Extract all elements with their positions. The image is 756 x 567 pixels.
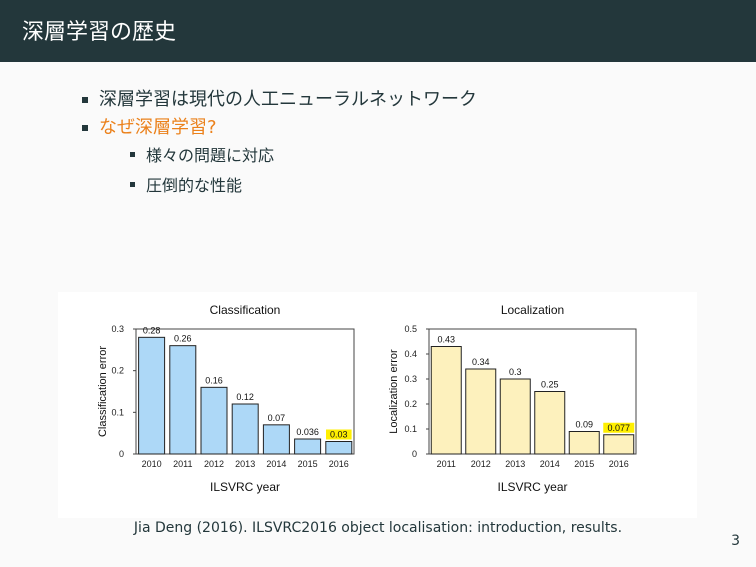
page-number: 3 <box>731 533 740 549</box>
bullet-marker <box>82 125 88 131</box>
bar-value-label: 0.34 <box>472 357 490 367</box>
bar <box>231 403 259 455</box>
y-tick-label: 0 <box>119 449 124 459</box>
bar-value-label: 0.26 <box>174 334 192 344</box>
x-tick-label: 2014 <box>540 459 560 469</box>
bar <box>262 424 290 455</box>
x-tick-label: 2010 <box>142 459 162 469</box>
bar-value-label: 0.077 <box>607 423 630 433</box>
bar <box>169 345 197 455</box>
y-tick-label: 0.2 <box>404 399 417 409</box>
y-tick-label: 0.3 <box>111 324 124 334</box>
chart-figure: Classification ILSVRC year Classification … <box>58 292 697 518</box>
bar <box>325 441 353 455</box>
y-axis-label: Localization error <box>388 349 400 434</box>
slide-header: 深層学習の歴史 <box>0 0 756 62</box>
y-axis-label: Classification error <box>97 346 109 437</box>
highlight-label-bg <box>603 422 635 433</box>
chart-title: Classification <box>210 303 281 317</box>
bar-value-label: 0.43 <box>437 335 455 345</box>
y-tick-label: 0.1 <box>404 424 417 434</box>
y-tick-label: 0.4 <box>404 349 417 359</box>
bar-value-label: 0.16 <box>205 375 223 385</box>
sub-bullet-marker <box>130 182 135 187</box>
bar-value-label: 0.12 <box>236 392 254 402</box>
bar <box>499 378 531 455</box>
x-tick-label: 2015 <box>298 459 318 469</box>
bullet-marker <box>82 97 88 103</box>
x-axis-label: ILSVRC year <box>497 480 567 494</box>
bar-value-label: 0.3 <box>509 367 522 377</box>
y-tick-label: 0.3 <box>404 374 417 384</box>
x-tick-label: 2015 <box>574 459 594 469</box>
bullet-item-accent: なぜ深層学習? <box>99 117 217 138</box>
bar <box>430 346 462 455</box>
bullet-item: 深層学習は現代の人工ニューラルネットワーク <box>99 89 477 110</box>
bar-charts: Classification ILSVRC year Classification … <box>97 303 637 494</box>
slide-title: 深層学習の歴史 <box>22 20 177 45</box>
x-tick-label: 2013 <box>235 459 255 469</box>
bar-value-label: 0.03 <box>330 430 348 440</box>
bar-value-label: 0.036 <box>296 427 319 437</box>
sub-bullet-item: 様々の問題に対応 <box>146 146 275 165</box>
bar <box>294 438 322 455</box>
bar <box>465 368 497 455</box>
x-tick-label: 2016 <box>609 459 629 469</box>
x-tick-label: 2014 <box>266 459 286 469</box>
x-tick-label: 2012 <box>471 459 491 469</box>
figure-caption: Jia Deng (2016). ILSVRC2016 object local… <box>133 520 623 536</box>
x-tick-label: 2012 <box>204 459 224 469</box>
y-tick-label: 0.2 <box>111 366 124 376</box>
x-tick-label: 2013 <box>505 459 525 469</box>
x-tick-label: 2016 <box>329 459 349 469</box>
highlight-label-bg <box>326 429 352 440</box>
y-tick-label: 0.5 <box>404 324 417 334</box>
sub-bullet-marker <box>130 152 135 157</box>
bar-value-label: 0.09 <box>575 420 593 430</box>
bar <box>603 434 635 455</box>
bar-value-label: 0.28 <box>143 325 161 335</box>
x-tick-label: 2011 <box>173 459 192 469</box>
sub-bullet-item: 圧倒的な性能 <box>146 176 243 195</box>
bar-value-label: 0.07 <box>268 413 286 423</box>
y-tick-label: 0.1 <box>111 407 124 417</box>
bar <box>534 391 566 455</box>
bar <box>568 431 600 455</box>
bar <box>200 386 228 455</box>
chart-title: Localization <box>501 303 564 317</box>
x-tick-label: 2011 <box>437 459 456 469</box>
x-axis-label: ILSVRC year <box>210 480 280 494</box>
bar-value-label: 0.25 <box>541 380 559 390</box>
plot-area <box>428 328 637 455</box>
y-tick-label: 0 <box>412 449 417 459</box>
bar <box>138 336 166 455</box>
